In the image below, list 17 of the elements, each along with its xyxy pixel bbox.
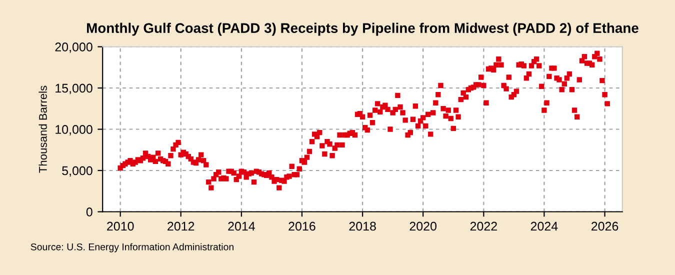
- y-tick-label: 5,000: [62, 166, 92, 177]
- x-tick-label: 2010: [107, 222, 134, 231]
- y-tick-label: 0: [86, 208, 92, 216]
- x-tick-label: 2022: [470, 222, 497, 231]
- chart-title: Monthly Gulf Coast (PADD 3) Receipts by Pipeline from Midwest (PADD 2) of Ethane: [87, 22, 638, 36]
- x-tick-label: 2018: [349, 222, 376, 231]
- y-tick-label: 10,000: [56, 125, 92, 136]
- x-tick-label: 2014: [228, 222, 255, 231]
- x-tick-label: 2024: [530, 222, 558, 231]
- y-tick-label: 20,000: [55, 42, 92, 53]
- source-note: Source: U.S. Energy Information Administration: [30, 243, 234, 252]
- y-tick-label: 15,000: [56, 84, 92, 94]
- y-axis-title: Thousand Barrels: [38, 86, 47, 173]
- x-tick-label: 2012: [168, 222, 194, 231]
- x-tick-label: 2016: [288, 222, 316, 231]
- x-tick-label: 2020: [410, 222, 436, 231]
- x-tick-label: 2026: [592, 222, 618, 231]
